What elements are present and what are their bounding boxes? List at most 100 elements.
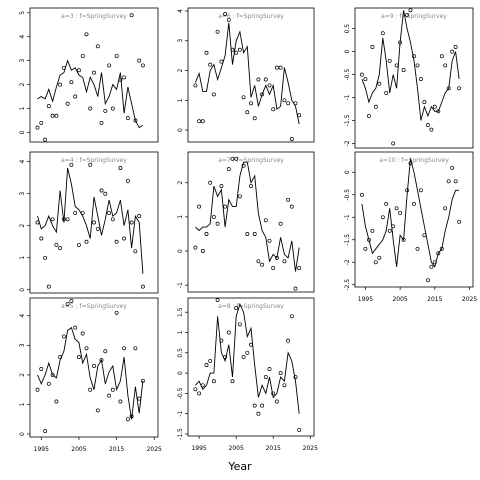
observed-point bbox=[211, 92, 216, 97]
observed-point bbox=[412, 201, 416, 206]
observed-point bbox=[267, 83, 272, 88]
observed-point bbox=[377, 81, 382, 86]
observed-point bbox=[271, 391, 276, 396]
observed-point bbox=[282, 383, 287, 388]
plot-frame bbox=[187, 7, 315, 143]
observed-point bbox=[208, 358, 213, 363]
observed-point bbox=[415, 63, 420, 68]
observed-point bbox=[263, 375, 268, 380]
y-tick-label: 1.5 bbox=[177, 307, 184, 317]
observed-point bbox=[61, 65, 66, 70]
observed-point bbox=[107, 210, 112, 215]
y-tick-label: 4 bbox=[177, 9, 184, 13]
observed-point bbox=[289, 204, 294, 209]
observed-point bbox=[380, 215, 385, 220]
observed-point bbox=[223, 12, 228, 16]
observed-point bbox=[446, 86, 451, 91]
observed-point bbox=[429, 264, 434, 269]
observed-point bbox=[359, 72, 364, 77]
panel-title: a=7 : f=SpringSurvey bbox=[218, 157, 284, 164]
plot-frame bbox=[29, 297, 159, 438]
observed-point bbox=[415, 246, 420, 251]
y-tick-label: 0 bbox=[344, 170, 351, 174]
observed-point bbox=[114, 53, 119, 58]
observed-point bbox=[133, 346, 138, 351]
observed-point bbox=[359, 192, 364, 197]
observed-point bbox=[256, 411, 261, 416]
observed-point bbox=[129, 414, 134, 419]
observed-point bbox=[39, 236, 44, 241]
observed-point bbox=[439, 246, 444, 251]
observed-point bbox=[43, 429, 48, 434]
plot-frame bbox=[187, 297, 315, 437]
observed-point bbox=[370, 228, 375, 233]
observed-point bbox=[107, 393, 112, 398]
observed-point bbox=[99, 358, 104, 363]
panel-6: a=10 : f=SpringSurvey -2.5 -2 -1.5 -1 -0.5 0 19… bbox=[344, 151, 477, 303]
observed-point bbox=[245, 232, 250, 236]
x-axis-label: Year bbox=[227, 460, 252, 473]
fitted-line bbox=[37, 167, 144, 274]
observed-point bbox=[84, 346, 89, 351]
observed-point bbox=[103, 191, 108, 196]
observed-point bbox=[422, 100, 427, 105]
observed-point bbox=[384, 201, 389, 206]
observed-point bbox=[208, 180, 213, 185]
observed-point bbox=[241, 163, 246, 168]
y-tick-label: 2 bbox=[177, 68, 184, 72]
observed-point bbox=[418, 188, 423, 193]
observed-point bbox=[398, 210, 403, 215]
observed-point bbox=[219, 59, 224, 64]
x-tick-label: 2005 bbox=[71, 446, 86, 453]
observed-point bbox=[84, 239, 89, 244]
observed-point bbox=[208, 62, 213, 67]
observed-point bbox=[129, 13, 134, 18]
observed-point bbox=[278, 221, 283, 226]
y-tick-label: 3 bbox=[19, 192, 26, 196]
y-tick-label: -1.5 bbox=[177, 428, 184, 440]
y-tick-label: -1 bbox=[344, 214, 351, 220]
observed-point bbox=[286, 101, 291, 106]
observed-point bbox=[110, 106, 115, 111]
x-tick-label: 2005 bbox=[229, 445, 244, 452]
observed-point bbox=[137, 396, 142, 401]
observed-point bbox=[418, 77, 423, 82]
observed-point bbox=[443, 206, 448, 211]
observed-point bbox=[95, 226, 100, 231]
observed-point bbox=[50, 113, 55, 118]
observed-point bbox=[88, 387, 93, 392]
y-tick-label: 2 bbox=[19, 224, 26, 228]
y-tick-label: 0 bbox=[344, 50, 351, 54]
observed-point bbox=[133, 118, 138, 123]
y-tick-label: 2 bbox=[19, 373, 26, 377]
observed-point bbox=[293, 375, 298, 380]
observed-point bbox=[99, 120, 104, 125]
observed-point bbox=[278, 65, 283, 70]
observed-point bbox=[39, 120, 44, 125]
panel-1: a=3 : f=SpringSurvey 0 1 2 3 4 5 bbox=[19, 7, 159, 143]
observed-point bbox=[274, 399, 279, 404]
y-tick-label: 1 bbox=[177, 98, 184, 102]
fitted-line bbox=[195, 302, 300, 414]
y-tick-label: 0 bbox=[19, 130, 26, 134]
observed-point bbox=[429, 127, 434, 132]
observed-point bbox=[457, 219, 462, 224]
y-tick-label: 0 bbox=[19, 288, 26, 292]
observed-point bbox=[125, 116, 130, 121]
observed-point bbox=[58, 355, 63, 360]
y-tick-label: 1 bbox=[19, 256, 26, 260]
observed-point bbox=[125, 178, 130, 183]
observed-point bbox=[65, 217, 70, 222]
observed-point bbox=[122, 236, 127, 241]
fitted-line bbox=[37, 326, 144, 420]
observed-point bbox=[453, 45, 458, 49]
observed-point bbox=[118, 166, 123, 170]
observed-point bbox=[432, 260, 437, 265]
y-tick-label: -1 bbox=[177, 282, 184, 288]
observed-point bbox=[125, 417, 130, 422]
observed-point bbox=[61, 217, 66, 222]
observed-point bbox=[50, 217, 55, 222]
observed-point bbox=[394, 206, 399, 211]
panel-title: a=3 : f=SpringSurvey bbox=[61, 13, 127, 20]
